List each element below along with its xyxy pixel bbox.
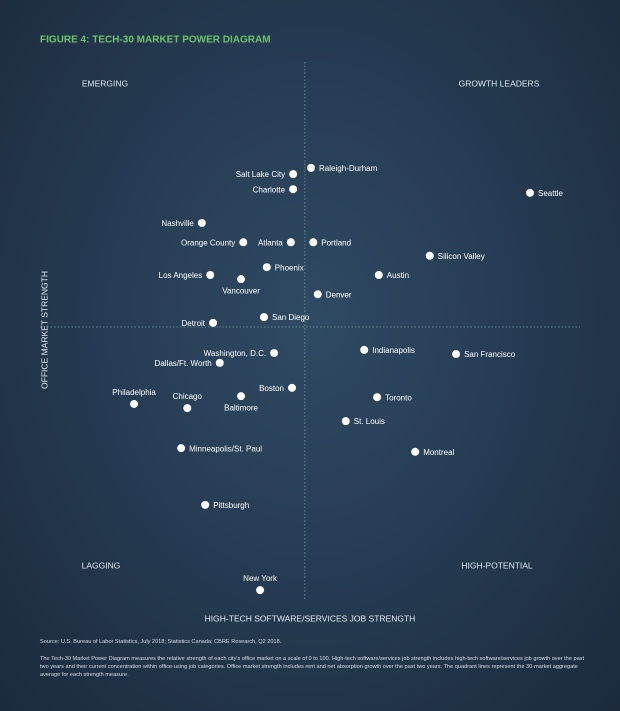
point-label: Orange County: [181, 238, 235, 247]
point-label: Austin: [387, 271, 409, 280]
point: [341, 417, 350, 426]
point: [197, 219, 206, 227]
point: [206, 271, 215, 279]
point-label: Raleigh-Durham: [319, 164, 378, 173]
point: [289, 170, 298, 179]
point: [526, 188, 534, 197]
point: [262, 263, 271, 272]
quadrant-label: EMERGING: [82, 78, 128, 88]
point-label: Charlotte: [253, 185, 286, 194]
point: [309, 238, 318, 247]
source: Source: U.S. Bureau of Labor Statistics,…: [40, 639, 282, 645]
point-label: Nashville: [161, 219, 194, 228]
point: [373, 393, 382, 402]
point-label: Indianapolis: [372, 346, 415, 355]
point: [237, 392, 246, 401]
point-label: Seattle: [538, 189, 563, 198]
point: [256, 586, 265, 595]
point: [183, 404, 192, 413]
point: [411, 447, 420, 456]
point: [215, 358, 224, 367]
point: [237, 275, 246, 284]
point: [425, 251, 434, 260]
point: [360, 345, 369, 354]
point: [289, 185, 298, 194]
point: [307, 163, 316, 172]
point-label: Chicago: [173, 392, 203, 401]
point-label: New York: [243, 574, 278, 583]
point-label: Pittsburgh: [213, 501, 249, 510]
quadrant-label: LAGGING: [82, 560, 121, 570]
y-axis-title: OFFICE MARKET STRENGTH: [39, 271, 49, 389]
point-label: Minneapolis/St. Paul: [189, 444, 262, 453]
point-label: Montreal: [423, 448, 454, 457]
chart-title: FIGURE 4: TECH-30 MARKET POWER DIAGRAM: [40, 35, 271, 46]
point-label: San Diego: [272, 313, 310, 322]
point: [260, 313, 268, 322]
x-axis-title: HIGH-TECH SOFTWARE/SERVICES JOB STRENGTH: [205, 613, 416, 623]
point: [239, 238, 248, 247]
point-label: Baltimore: [224, 403, 258, 412]
point-label: Toronto: [385, 393, 412, 402]
point: [270, 349, 279, 357]
point-label: Los Angeles: [159, 271, 203, 280]
point-label: Detroit: [181, 319, 205, 328]
quadrant-label: HIGH-POTENTIAL: [461, 560, 533, 570]
point: [288, 383, 296, 392]
point-label: Boston: [259, 384, 284, 393]
quadrant-label: GROWTH LEADERS: [459, 78, 540, 88]
point: [313, 290, 322, 299]
point-label: Vancouver: [222, 286, 260, 295]
point: [286, 238, 295, 247]
point: [201, 500, 210, 509]
point-label: San Francisco: [464, 350, 516, 359]
point: [209, 318, 218, 327]
note: The Tech-30 Market Power Diagram measure…: [40, 656, 585, 678]
point-label: Phoenix: [275, 263, 304, 272]
point-label: Silicon Valley: [438, 252, 485, 261]
point: [177, 444, 186, 453]
point-label: St. Louis: [354, 417, 385, 426]
point-label: Denver: [326, 290, 352, 299]
point-label: Atlanta: [258, 238, 283, 247]
point-label: Washington, D.C.: [204, 349, 266, 358]
point-label: Salt Lake City: [236, 170, 285, 179]
point: [452, 350, 461, 359]
point: [130, 399, 139, 408]
point: [374, 271, 383, 279]
point-label: Philadelphia: [112, 388, 156, 397]
point-label: Dallas/Ft. Worth: [155, 359, 212, 368]
point-label: Portland: [321, 238, 351, 247]
